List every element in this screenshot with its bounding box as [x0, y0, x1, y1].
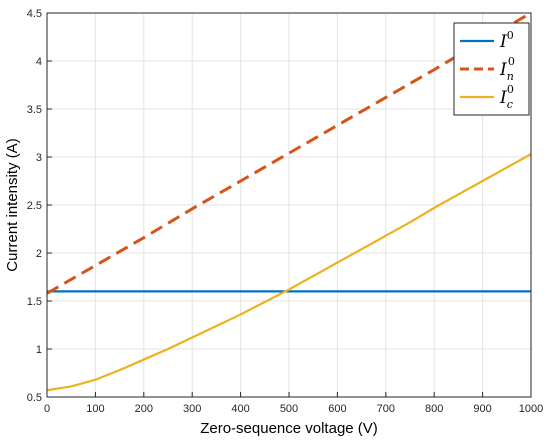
x-tick-label: 300 — [183, 403, 201, 415]
x-tick-label: 500 — [280, 403, 298, 415]
x-tick-label: 0 — [44, 403, 50, 415]
x-tick-label: 600 — [328, 403, 346, 415]
y-tick-label: 2 — [36, 248, 42, 260]
x-tick-label: 700 — [377, 403, 395, 415]
x-axis-label: Zero-sequence voltage (V) — [200, 420, 378, 437]
y-tick-label: 4.5 — [27, 8, 42, 20]
series-line-1 — [47, 13, 531, 295]
legend-label-2: Ic0 — [499, 83, 514, 111]
y-tick-label: 2.5 — [27, 200, 42, 212]
x-tick-label: 800 — [425, 403, 443, 415]
legend-label-1: In0 — [499, 55, 515, 83]
x-tick-label: 200 — [135, 403, 153, 415]
y-tick-label: 4 — [36, 56, 42, 68]
tick-labels: 0 100 200 300 400 500 600 700 800 900 1000 0.5 1 1.5 2… — [27, 8, 544, 415]
y-tick-label: 3 — [36, 152, 42, 164]
y-tick-label: 3.5 — [27, 104, 42, 116]
x-tick-label: 1000 — [519, 403, 543, 415]
x-tick-label: 100 — [86, 403, 104, 415]
series-line-2 — [47, 153, 531, 392]
legend-label-0: I0 — [499, 29, 514, 52]
x-tick-label: 900 — [473, 403, 491, 415]
y-tick-label: 1.5 — [27, 296, 42, 308]
y-tick-label: 0.5 — [27, 392, 42, 404]
x-tick-label: 400 — [231, 403, 249, 415]
y-tick-label: 1 — [36, 344, 42, 356]
y-axis-label: Current intensity (A) — [4, 138, 21, 271]
series-layer — [47, 13, 531, 392]
